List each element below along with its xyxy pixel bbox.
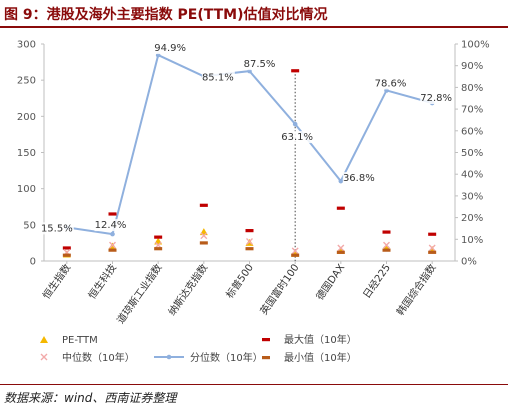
- min-10y-marker: [336, 250, 345, 254]
- x-category-label: 恒生指数: [40, 261, 74, 301]
- percentile-data-label: 36.8%: [343, 173, 375, 184]
- max-10y-marker: [108, 212, 117, 216]
- min-10y-marker: [428, 250, 437, 254]
- percentile-data-label: 63.1%: [281, 132, 313, 143]
- y-left-tick-label: 50: [23, 220, 36, 231]
- title-bar: 图 9：港股及海外主要指数 PE(TTM)估值对比情况: [0, 0, 508, 28]
- legend-pe-ttm-swatch: [40, 336, 48, 343]
- y-left-tick-label: 200: [17, 112, 36, 123]
- max-10y-marker: [291, 69, 300, 73]
- percentile-label-bg: [201, 71, 235, 84]
- max-10y-marker: [199, 203, 208, 207]
- y-right-tick-label: 40%: [461, 170, 483, 181]
- legend-label: 最大值（10年）: [284, 333, 357, 346]
- y-right-tick-label: 0%: [461, 257, 477, 268]
- max-10y-marker: [428, 232, 437, 236]
- x-category-label: 德国DAX: [313, 261, 347, 302]
- percentile-data-label: 94.9%: [154, 43, 186, 54]
- median-10y-marker: [200, 232, 208, 240]
- y-left-tick-label: 100: [17, 184, 36, 195]
- y-right-tick-label: 100%: [461, 40, 490, 51]
- legend-median-swatch: [40, 353, 48, 361]
- x-category-label: 韩国综合指数: [394, 261, 439, 318]
- legend-percentile-dot: [166, 354, 172, 360]
- y-left-tick-label: 0: [30, 257, 36, 268]
- percentile-label-bg: [40, 222, 74, 235]
- percentile-label-bg: [374, 77, 408, 90]
- y-right-tick-label: 20%: [461, 213, 483, 224]
- median-10y-marker: [246, 237, 253, 245]
- percentile-point: [110, 231, 115, 237]
- min-10y-marker: [154, 247, 163, 251]
- legend-min-swatch: [262, 356, 270, 360]
- median-10y-marker: [291, 247, 299, 255]
- max-10y-marker: [62, 246, 71, 250]
- median-10y-marker: [428, 244, 436, 252]
- pe-valuation-chart: 0 50 100 150 200 250 300 0% 10% 20% 30% 40% 50% 60% 70…: [17, 40, 490, 365]
- x-category-label: 恒生科技: [85, 261, 119, 301]
- min-10y-marker: [291, 253, 300, 257]
- y-right-tick-label: 60%: [461, 126, 483, 137]
- max-10y-marker: [154, 235, 163, 239]
- percentile-data-label: 12.4%: [95, 220, 127, 231]
- min-10y-marker: [245, 247, 254, 251]
- median-10y-marker: [337, 244, 345, 252]
- x-category-label: 英国富时100: [257, 261, 302, 317]
- percentile-label-bg: [281, 131, 315, 144]
- median-10y-marker: [154, 241, 162, 249]
- y-right-tick-label: 70%: [461, 105, 483, 116]
- max-10y-marker: [336, 206, 345, 210]
- median-10y-marker: [383, 241, 390, 249]
- percentile-data-label: 87.5%: [244, 59, 276, 70]
- percentile-label-bg: [420, 92, 454, 105]
- x-category-label: 日经225: [360, 261, 393, 300]
- min-10y-marker: [382, 248, 391, 252]
- percentile-label-bg: [342, 172, 376, 185]
- data-source-note: 数据来源：wind、西南证券整理: [4, 391, 177, 405]
- min-10y-marker: [199, 241, 208, 245]
- y-right-tick-label: 10%: [461, 235, 483, 246]
- legend-label: PE-TTM: [62, 335, 98, 346]
- percentile-data-label: 78.6%: [375, 78, 407, 89]
- y-right-tick-label: 90%: [461, 61, 483, 72]
- x-category-label: 纳斯达克指数: [165, 261, 210, 318]
- legend-label: 分位数（10年）: [190, 351, 263, 364]
- legend-label: 中位数（10年）: [62, 351, 135, 364]
- legend-max-swatch: [262, 338, 270, 342]
- percentile-data-label: 72.8%: [420, 93, 452, 104]
- pe-ttm-marker: [199, 228, 208, 236]
- legend-label: 最小值（10年）: [284, 351, 357, 364]
- median-10y-marker: [109, 241, 116, 249]
- percentile-label-bg: [154, 42, 188, 55]
- chart-title: 图 9：港股及海外主要指数 PE(TTM)估值对比情况: [4, 7, 328, 23]
- percentile-data-label: 15.5%: [41, 223, 73, 234]
- y-left-tick-label: 150: [17, 148, 36, 159]
- percentile-point: [292, 121, 298, 127]
- x-category-label: 标普500: [223, 261, 256, 300]
- y-left-tick-label: 250: [17, 76, 36, 87]
- source-divider: [0, 384, 508, 385]
- y-left-tick-label: 300: [17, 40, 36, 51]
- percentile-data-label: 85.1%: [202, 72, 234, 83]
- percentile-point: [338, 178, 344, 184]
- x-category-label: 道琼斯工业指数: [114, 261, 165, 326]
- percentile-label-bg: [243, 58, 277, 71]
- percentile-label-bg: [94, 219, 128, 232]
- max-10y-marker: [245, 229, 254, 233]
- min-10y-marker: [62, 253, 71, 257]
- y-right-tick-label: 80%: [461, 83, 483, 94]
- min-10y-marker: [108, 248, 117, 252]
- max-10y-marker: [382, 230, 391, 234]
- y-right-tick-label: 50%: [461, 148, 483, 159]
- y-right-tick-label: 30%: [461, 191, 483, 202]
